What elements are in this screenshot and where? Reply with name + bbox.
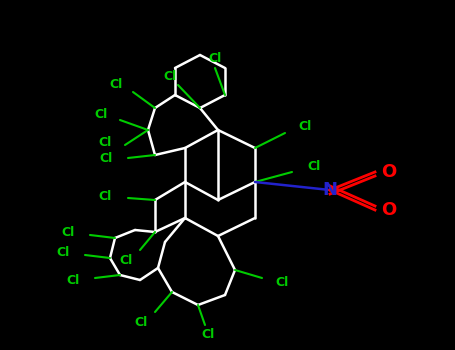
Text: Cl: Cl bbox=[95, 108, 108, 121]
Text: Cl: Cl bbox=[110, 78, 123, 91]
Text: Cl: Cl bbox=[120, 253, 133, 266]
Text: Cl: Cl bbox=[163, 70, 177, 84]
Text: Cl: Cl bbox=[62, 226, 75, 239]
Text: Cl: Cl bbox=[202, 329, 215, 342]
Text: N: N bbox=[323, 181, 338, 199]
Text: Cl: Cl bbox=[100, 152, 113, 164]
Text: O: O bbox=[381, 201, 397, 219]
Text: Cl: Cl bbox=[135, 315, 148, 329]
Text: Cl: Cl bbox=[275, 275, 288, 288]
Text: Cl: Cl bbox=[99, 189, 112, 203]
Text: Cl: Cl bbox=[208, 51, 222, 64]
Text: O: O bbox=[381, 163, 397, 181]
Text: Cl: Cl bbox=[57, 245, 70, 259]
Text: Cl: Cl bbox=[99, 135, 112, 148]
Text: Cl: Cl bbox=[67, 273, 80, 287]
Text: Cl: Cl bbox=[298, 120, 311, 133]
Text: Cl: Cl bbox=[307, 161, 320, 174]
